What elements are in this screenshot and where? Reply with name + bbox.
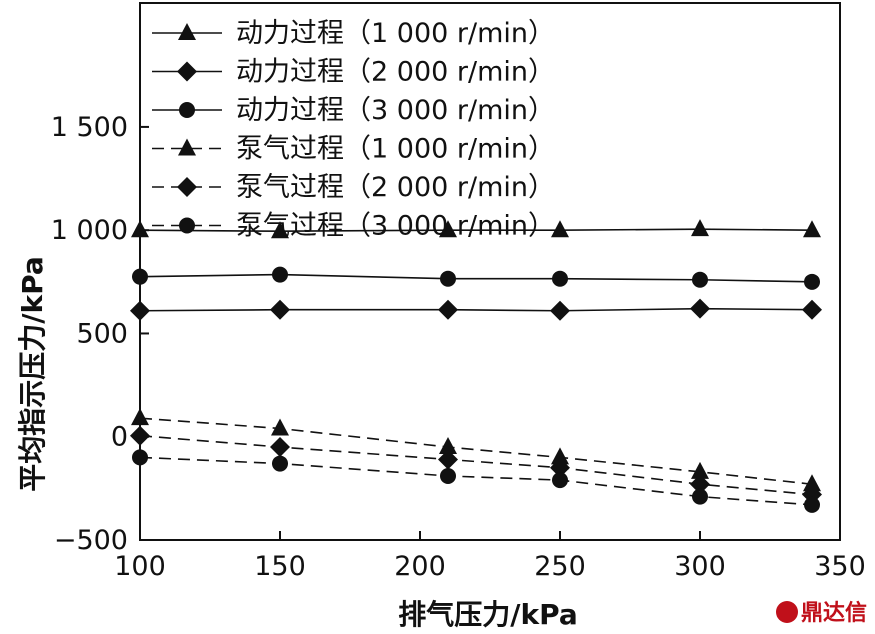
- data-point-triangle: [131, 220, 149, 238]
- data-point-triangle: [178, 23, 196, 40]
- x-tick-label: 200: [394, 551, 446, 582]
- data-point-diamond: [130, 425, 150, 446]
- y-tick-label: 1 000: [51, 215, 128, 246]
- data-point-triangle: [691, 461, 709, 479]
- series-6: [132, 449, 820, 513]
- series-line: [139, 307, 813, 312]
- series-layer: [130, 219, 822, 513]
- data-point-circle: [692, 271, 708, 288]
- data-point-triangle: [551, 220, 569, 238]
- data-point-triangle: [803, 474, 821, 492]
- series-line: [139, 417, 813, 486]
- legend-label: 动力过程（3 000 r/min）: [236, 95, 555, 126]
- data-point-triangle: [439, 437, 457, 455]
- data-point-diamond: [690, 298, 710, 319]
- x-tick-label: 100: [114, 551, 166, 582]
- data-point-diamond: [177, 177, 197, 197]
- data-point-circle: [440, 270, 456, 287]
- data-point-diamond: [438, 299, 458, 320]
- legend-label: 泵气过程（1 000 r/min）: [236, 134, 555, 165]
- data-point-circle: [552, 472, 568, 489]
- legend-label: 泵气过程（2 000 r/min）: [236, 172, 555, 203]
- data-point-circle: [272, 455, 288, 472]
- data-point-triangle: [178, 138, 196, 156]
- legend-item-4: 泵气过程（1 000 r/min）: [152, 134, 555, 165]
- series-1: [131, 219, 821, 239]
- series-line: [139, 273, 813, 283]
- watermark-logo-icon: [776, 601, 798, 623]
- data-point-triangle: [439, 220, 457, 238]
- data-point-triangle: [271, 418, 289, 436]
- watermark: 鼎达信: [776, 600, 867, 626]
- data-point-triangle: [803, 220, 821, 238]
- legend-label: 动力过程（2 000 r/min）: [236, 57, 555, 88]
- data-point-circle: [272, 266, 288, 283]
- data-point-circle: [179, 217, 195, 234]
- data-point-circle: [552, 270, 568, 287]
- series-5: [130, 425, 822, 505]
- legend-item-3: 动力过程（3 000 r/min）: [152, 95, 555, 126]
- data-point-diamond: [130, 300, 150, 321]
- x-tick-label: 150: [254, 551, 306, 582]
- data-point-diamond: [177, 61, 197, 82]
- series-2: [130, 298, 822, 321]
- data-point-triangle: [551, 447, 569, 465]
- x-tick-label: 350: [814, 551, 866, 582]
- legend-item-1: 动力过程（1 000 r/min）: [152, 18, 555, 49]
- y-tick-label: 500: [76, 318, 128, 349]
- series-4: [131, 408, 821, 492]
- legend-label: 动力过程（1 000 r/min）: [236, 18, 555, 49]
- legend-label: 泵气过程（3 000 r/min）: [236, 211, 555, 242]
- data-point-circle: [804, 496, 820, 513]
- data-point-diamond: [550, 300, 570, 321]
- y-tick-label: 0: [111, 422, 128, 453]
- watermark-text: 鼎达信: [801, 600, 867, 626]
- data-point-circle: [179, 102, 195, 118]
- data-point-triangle: [131, 408, 149, 426]
- series-3: [132, 266, 820, 290]
- y-axis-title: 平均指示压力/kPa: [16, 256, 49, 492]
- data-point-triangle: [691, 219, 709, 237]
- y-tick-label: −500: [54, 525, 128, 556]
- legend-item-2: 动力过程（2 000 r/min）: [152, 57, 555, 88]
- data-point-circle: [804, 273, 820, 290]
- legend-item-5: 泵气过程（2 000 r/min）: [152, 172, 555, 203]
- data-point-diamond: [690, 474, 710, 495]
- x-tick-label: 250: [534, 551, 586, 582]
- data-point-triangle: [271, 221, 289, 239]
- legend-item-6: 泵气过程（3 000 r/min）: [152, 211, 555, 242]
- data-point-diamond: [802, 299, 822, 320]
- data-point-diamond: [550, 457, 570, 478]
- data-point-diamond: [438, 449, 458, 470]
- x-tick-label: 300: [674, 551, 726, 582]
- data-point-circle: [692, 488, 708, 505]
- series-line: [139, 228, 813, 233]
- data-point-diamond: [270, 437, 290, 458]
- legend: 动力过程（1 000 r/min） 动力过程（2 000 r/min） 动力过程（3…: [152, 18, 555, 242]
- data-point-circle: [132, 449, 148, 466]
- x-axis-title: 排气压力/kPa: [398, 598, 578, 631]
- series-line: [139, 434, 813, 496]
- series-line: [139, 456, 813, 506]
- y-tick-label: 1 500: [51, 112, 128, 143]
- data-point-diamond: [270, 299, 290, 320]
- tick-labels: 100 150 200 250 300 350 −500 0 500 1 000 1 500: [51, 112, 866, 582]
- data-point-circle: [440, 467, 456, 484]
- data-point-circle: [132, 268, 148, 285]
